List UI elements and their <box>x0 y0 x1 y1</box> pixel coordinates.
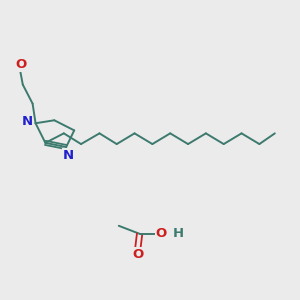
Text: N: N <box>22 115 33 128</box>
Text: N: N <box>63 149 74 162</box>
Text: O: O <box>155 227 167 240</box>
Text: H: H <box>173 227 184 240</box>
Text: O: O <box>15 58 26 71</box>
Text: O: O <box>132 248 143 261</box>
